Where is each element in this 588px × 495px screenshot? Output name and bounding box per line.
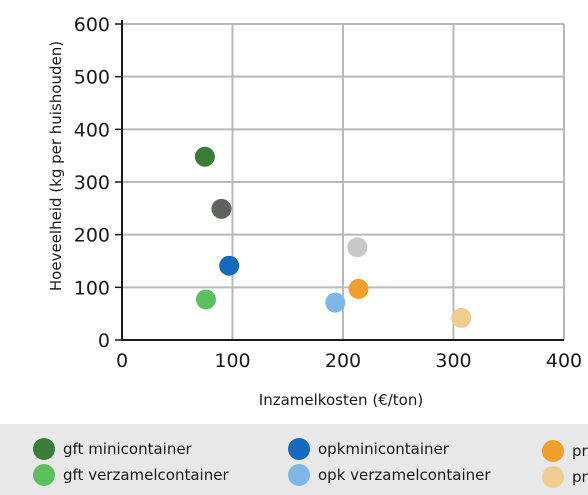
y-tick-label: 400 [74, 119, 110, 141]
y-axis-title: Hoeveelheid (kg per huishouden) [47, 41, 65, 291]
y-tick-label: 600 [74, 14, 110, 36]
tick-labels: 0 100 200 300 400 0 100 200 300 400 500 600 [74, 14, 582, 372]
x-tick-label: 400 [546, 350, 582, 372]
y-tick-label: 200 [74, 225, 110, 247]
scatter-chart: 0 100 200 300 400 0 100 200 300 400 500 600 Inzamel… [47, 14, 582, 409]
legend-label: pr [572, 468, 588, 486]
legend-marker [542, 466, 564, 488]
data-point [348, 278, 369, 299]
legend-item-opkminicontainer: opkminicontainer [288, 438, 449, 460]
legend-item-opk-verzamelcontainer: opk verzamelcontainer [288, 464, 491, 486]
data-point [347, 237, 368, 258]
legend-label: opk verzamelcontainer [318, 466, 491, 484]
legend-label: pr [572, 442, 588, 460]
x-axis-title: Inzamelkosten (€/ton) [259, 391, 423, 409]
data-point [194, 146, 215, 167]
legend-marker [288, 464, 310, 486]
x-tick-label: 300 [435, 350, 471, 372]
y-tick-label: 500 [74, 67, 110, 89]
data-point [451, 307, 472, 328]
legend-label: gft verzamelcontainer [63, 466, 229, 484]
legend-item-gft-verzamelcontainer: gft verzamelcontainer [33, 464, 229, 486]
data-point [325, 292, 346, 313]
x-tick-label: 0 [116, 350, 128, 372]
legend-label: opkminicontainer [318, 440, 449, 458]
data-point [211, 198, 232, 219]
legend-label: gft minicontainer [63, 440, 192, 458]
legend-item-gft-minicontainer: gft minicontainer [33, 438, 192, 460]
legend-marker [542, 440, 564, 462]
legend-marker [33, 438, 55, 460]
legend-marker [33, 464, 55, 486]
y-tick-label: 100 [74, 277, 110, 299]
axes [115, 20, 564, 341]
data-point [195, 289, 216, 310]
y-tick-label: 0 [98, 330, 110, 352]
legend-item-pr-2: pr [542, 466, 588, 488]
legend-marker [288, 438, 310, 460]
x-tick-label: 100 [214, 350, 250, 372]
x-tick-label: 200 [325, 350, 361, 372]
legend: gft minicontainer gft verzamelcontainer … [0, 424, 588, 495]
data-points [194, 146, 472, 328]
grid-lines [122, 23, 565, 340]
y-tick-label: 300 [74, 172, 110, 194]
legend-item-pr-1: pr [542, 440, 588, 462]
data-point [219, 255, 240, 276]
